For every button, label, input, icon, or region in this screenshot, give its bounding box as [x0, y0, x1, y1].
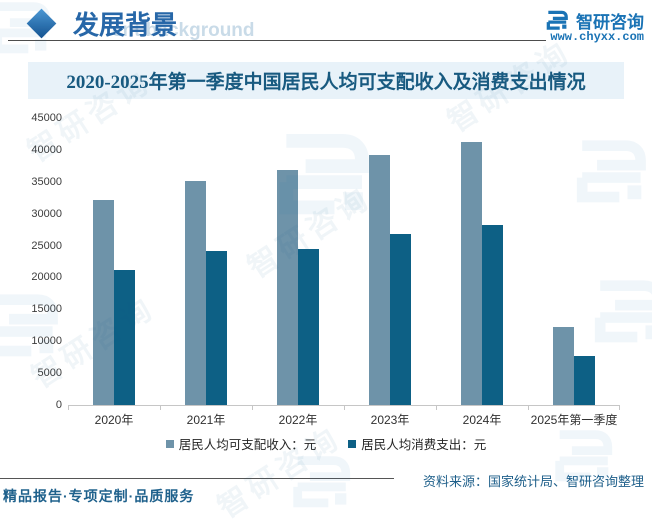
income-bar	[277, 169, 298, 405]
brand-watermark-text: 智研咨询	[212, 420, 348, 525]
diamond-icon	[26, 8, 57, 39]
expense-bar	[574, 356, 595, 405]
x-axis-tick	[619, 406, 620, 410]
page-header: ent background 发展背景 智研咨询 www.chyxx.com	[0, 0, 652, 46]
x-axis-label: 2022年	[278, 413, 318, 427]
bar-group	[528, 327, 620, 405]
legend-label-income: 居民人均可支配收入：元	[178, 438, 317, 452]
income-bar	[553, 327, 574, 405]
y-axis-label: 0	[55, 399, 62, 411]
income-bar	[461, 141, 482, 405]
x-axis-label: 2025年第一季度	[530, 413, 618, 427]
bar-group	[68, 199, 160, 405]
income-bar	[185, 180, 206, 405]
brand-logo-icon	[546, 10, 569, 31]
legend: 居民人均可支配收入：元 居民人均消费支出：元	[0, 434, 652, 453]
x-axis-tick	[436, 406, 437, 410]
income-bar	[369, 154, 390, 405]
x-axis: 2020年 2021年 2022年 2023年 2024年 2025年第一季度	[68, 411, 620, 427]
footer-tagline: 精品报告·专项定制·品质服务	[3, 488, 195, 504]
bar-group	[344, 154, 436, 405]
x-axis-tick	[344, 406, 345, 410]
bar-group	[160, 180, 252, 405]
brand-name: 智研咨询	[576, 12, 644, 32]
y-axis: 0 5000 10000 15000 20000 25000 30000 35000 40000…	[20, 112, 62, 411]
y-axis-label: 10000	[31, 335, 62, 348]
chart-title-banner: 2020-2025年第一季度中国居民人均可支配收入及消费支出情况	[28, 62, 624, 99]
x-axis-label: 2023年	[370, 413, 410, 427]
x-axis-tick	[528, 406, 529, 410]
income-bar	[93, 199, 114, 405]
data-source: 资料来源：国家统计局、智研咨询整理	[422, 474, 644, 489]
expense-bar	[206, 251, 227, 405]
expense-swatch	[348, 439, 357, 448]
legend-item-income: 居民人均可支配收入：元	[165, 434, 317, 453]
y-axis-label: 5000	[37, 367, 62, 380]
expense-bar	[114, 269, 135, 405]
bar-group	[436, 141, 528, 405]
expense-bar	[482, 224, 503, 405]
y-axis-label: 20000	[31, 271, 62, 284]
x-axis-label: 2020年	[94, 413, 134, 427]
footer-divider	[0, 478, 394, 479]
bar-group	[252, 169, 344, 405]
brand-url: www.chyxx.com	[550, 30, 644, 44]
y-axis-label: 25000	[31, 239, 62, 252]
y-axis-label: 15000	[31, 303, 62, 316]
x-axis-label: 2021年	[186, 413, 226, 427]
header-ghost-text: ent background	[112, 20, 255, 41]
brand-watermark-icon	[286, 446, 356, 516]
y-axis-label: 40000	[31, 143, 62, 156]
x-axis-tick	[252, 406, 253, 410]
x-axis-tick	[160, 406, 161, 410]
income-swatch	[165, 439, 174, 448]
legend-item-expense: 居民人均消费支出：元	[348, 434, 486, 453]
y-axis-label: 30000	[31, 207, 62, 220]
expense-bar	[390, 234, 411, 405]
x-ticks	[68, 405, 620, 410]
y-axis-label: 35000	[31, 175, 62, 188]
expense-bar	[298, 248, 319, 405]
y-axis-label: 45000	[31, 112, 62, 124]
plot-area	[68, 118, 620, 406]
legend-label-expense: 居民人均消费支出：元	[361, 438, 487, 452]
x-axis-label: 2024年	[462, 413, 502, 427]
page-title: 发展背景	[73, 11, 178, 40]
header-divider	[8, 40, 546, 41]
x-axis-tick	[68, 406, 69, 410]
brand-logo: 智研咨询	[544, 7, 644, 33]
chart-title: 2020-2025年第一季度中国居民人均可支配收入及消费支出情况	[66, 72, 586, 93]
